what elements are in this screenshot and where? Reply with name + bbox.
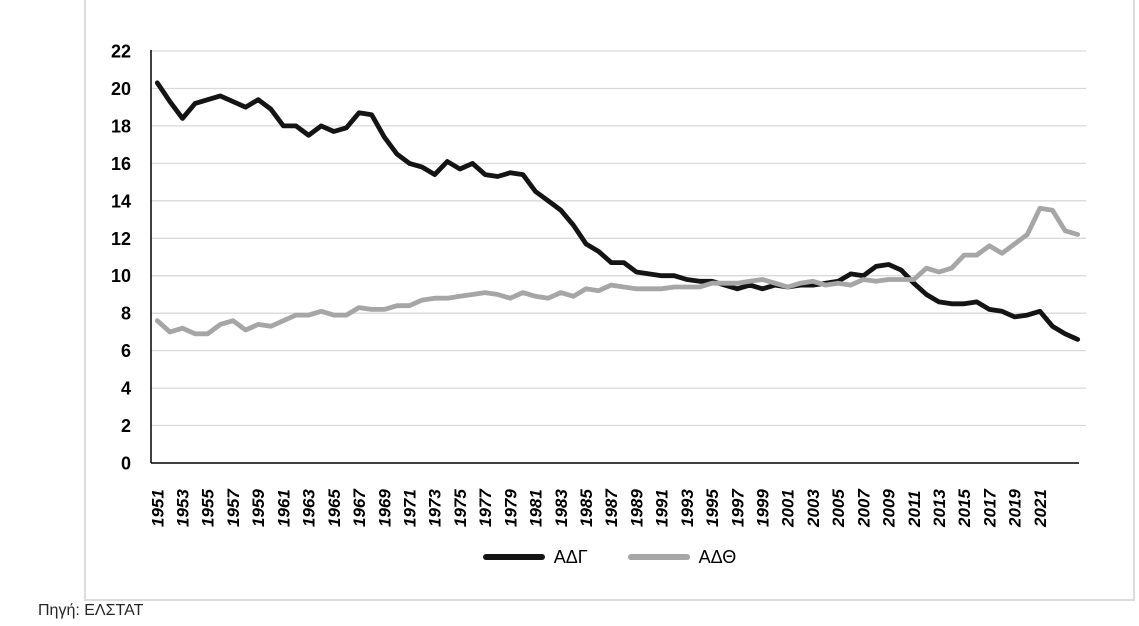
x-axis-tick-label: 1995 xyxy=(703,489,722,527)
series-line-ΑΔΘ xyxy=(154,205,1081,337)
y-axis-tick-label: 6 xyxy=(121,341,131,361)
chart-legend: ΑΔΓ ΑΔΘ xyxy=(84,546,1135,568)
y-axis-tick-label: 4 xyxy=(121,379,131,399)
x-axis-tick-label: 2007 xyxy=(854,488,873,528)
x-axis-tick-label: 1961 xyxy=(274,489,293,527)
y-axis-tick-label: 22 xyxy=(111,42,131,62)
x-axis-tick-label: 1981 xyxy=(527,489,546,527)
y-axis-tick-label: 16 xyxy=(111,154,131,174)
x-axis-tick-label: 2015 xyxy=(955,489,974,528)
source-note: Πηγή: ΕΛΣΤΑΤ xyxy=(38,602,144,619)
legend-line-swatch-gray xyxy=(627,554,690,560)
x-axis-tick-label: 1983 xyxy=(552,489,571,527)
x-axis-tick-label: 1977 xyxy=(476,488,495,527)
y-axis-tick-label: 14 xyxy=(111,191,131,211)
x-axis-tick-label: 2005 xyxy=(829,489,848,528)
legend-item-adg: ΑΔΓ xyxy=(482,546,588,568)
x-axis-tick-label: 1969 xyxy=(375,489,394,527)
y-axis-tick-label: 18 xyxy=(111,116,131,136)
x-axis-tick-label: 2013 xyxy=(930,489,949,528)
legend-label-adg: ΑΔΓ xyxy=(553,547,588,567)
x-axis-tick-label: 1955 xyxy=(199,489,218,527)
x-axis-tick-label: 1953 xyxy=(174,489,193,527)
x-axis-tick-label: 2009 xyxy=(880,489,899,528)
y-axis-tick-label: 8 xyxy=(121,304,131,324)
x-axis-tick-label: 1971 xyxy=(401,489,420,527)
x-axis-tick-label: 1967 xyxy=(350,488,369,527)
x-axis-tick-label: 1985 xyxy=(577,489,596,527)
x-axis-tick-label: 1993 xyxy=(678,489,697,527)
series-line-ΑΔΓ xyxy=(154,80,1081,342)
x-axis-tick-label: 1965 xyxy=(325,489,344,527)
x-axis-tick-label: 2001 xyxy=(779,489,798,528)
legend-label-adth: ΑΔΘ xyxy=(698,547,737,567)
x-axis-tick-label: 1999 xyxy=(754,489,773,527)
y-axis-tick-label: 0 xyxy=(121,454,131,474)
x-axis-tick-label: 2017 xyxy=(980,488,999,528)
x-axis-tick-label: 1963 xyxy=(300,489,319,527)
x-axis-tick-label: 1989 xyxy=(627,489,646,527)
x-axis-tick-label: 1991 xyxy=(653,489,672,527)
x-axis-tick-label: 1957 xyxy=(224,488,243,527)
x-axis-tick-label: 2003 xyxy=(804,489,823,528)
x-axis-tick-label: 1979 xyxy=(501,489,520,527)
x-axis-tick-label: 2011 xyxy=(905,490,924,528)
legend-line-swatch-black xyxy=(482,554,545,560)
x-axis-tick-label: 1997 xyxy=(728,488,747,527)
x-axis-tick-label: 2021 xyxy=(1031,489,1050,528)
x-axis-tick-label: 1987 xyxy=(602,488,621,527)
x-axis-tick-label: 1951 xyxy=(148,489,167,527)
legend-item-adth: ΑΔΘ xyxy=(627,546,737,568)
x-axis-tick-label: 1973 xyxy=(426,489,445,527)
y-axis-tick-label: 20 xyxy=(111,79,131,99)
y-axis-tick-label: 12 xyxy=(111,229,131,249)
x-axis-tick-label: 2019 xyxy=(1006,489,1025,528)
x-axis-tick-label: 1959 xyxy=(249,489,268,527)
y-axis-tick-label: 2 xyxy=(121,416,131,436)
x-axis-tick-label: 1975 xyxy=(451,489,470,527)
y-axis-tick-label: 10 xyxy=(111,266,131,286)
